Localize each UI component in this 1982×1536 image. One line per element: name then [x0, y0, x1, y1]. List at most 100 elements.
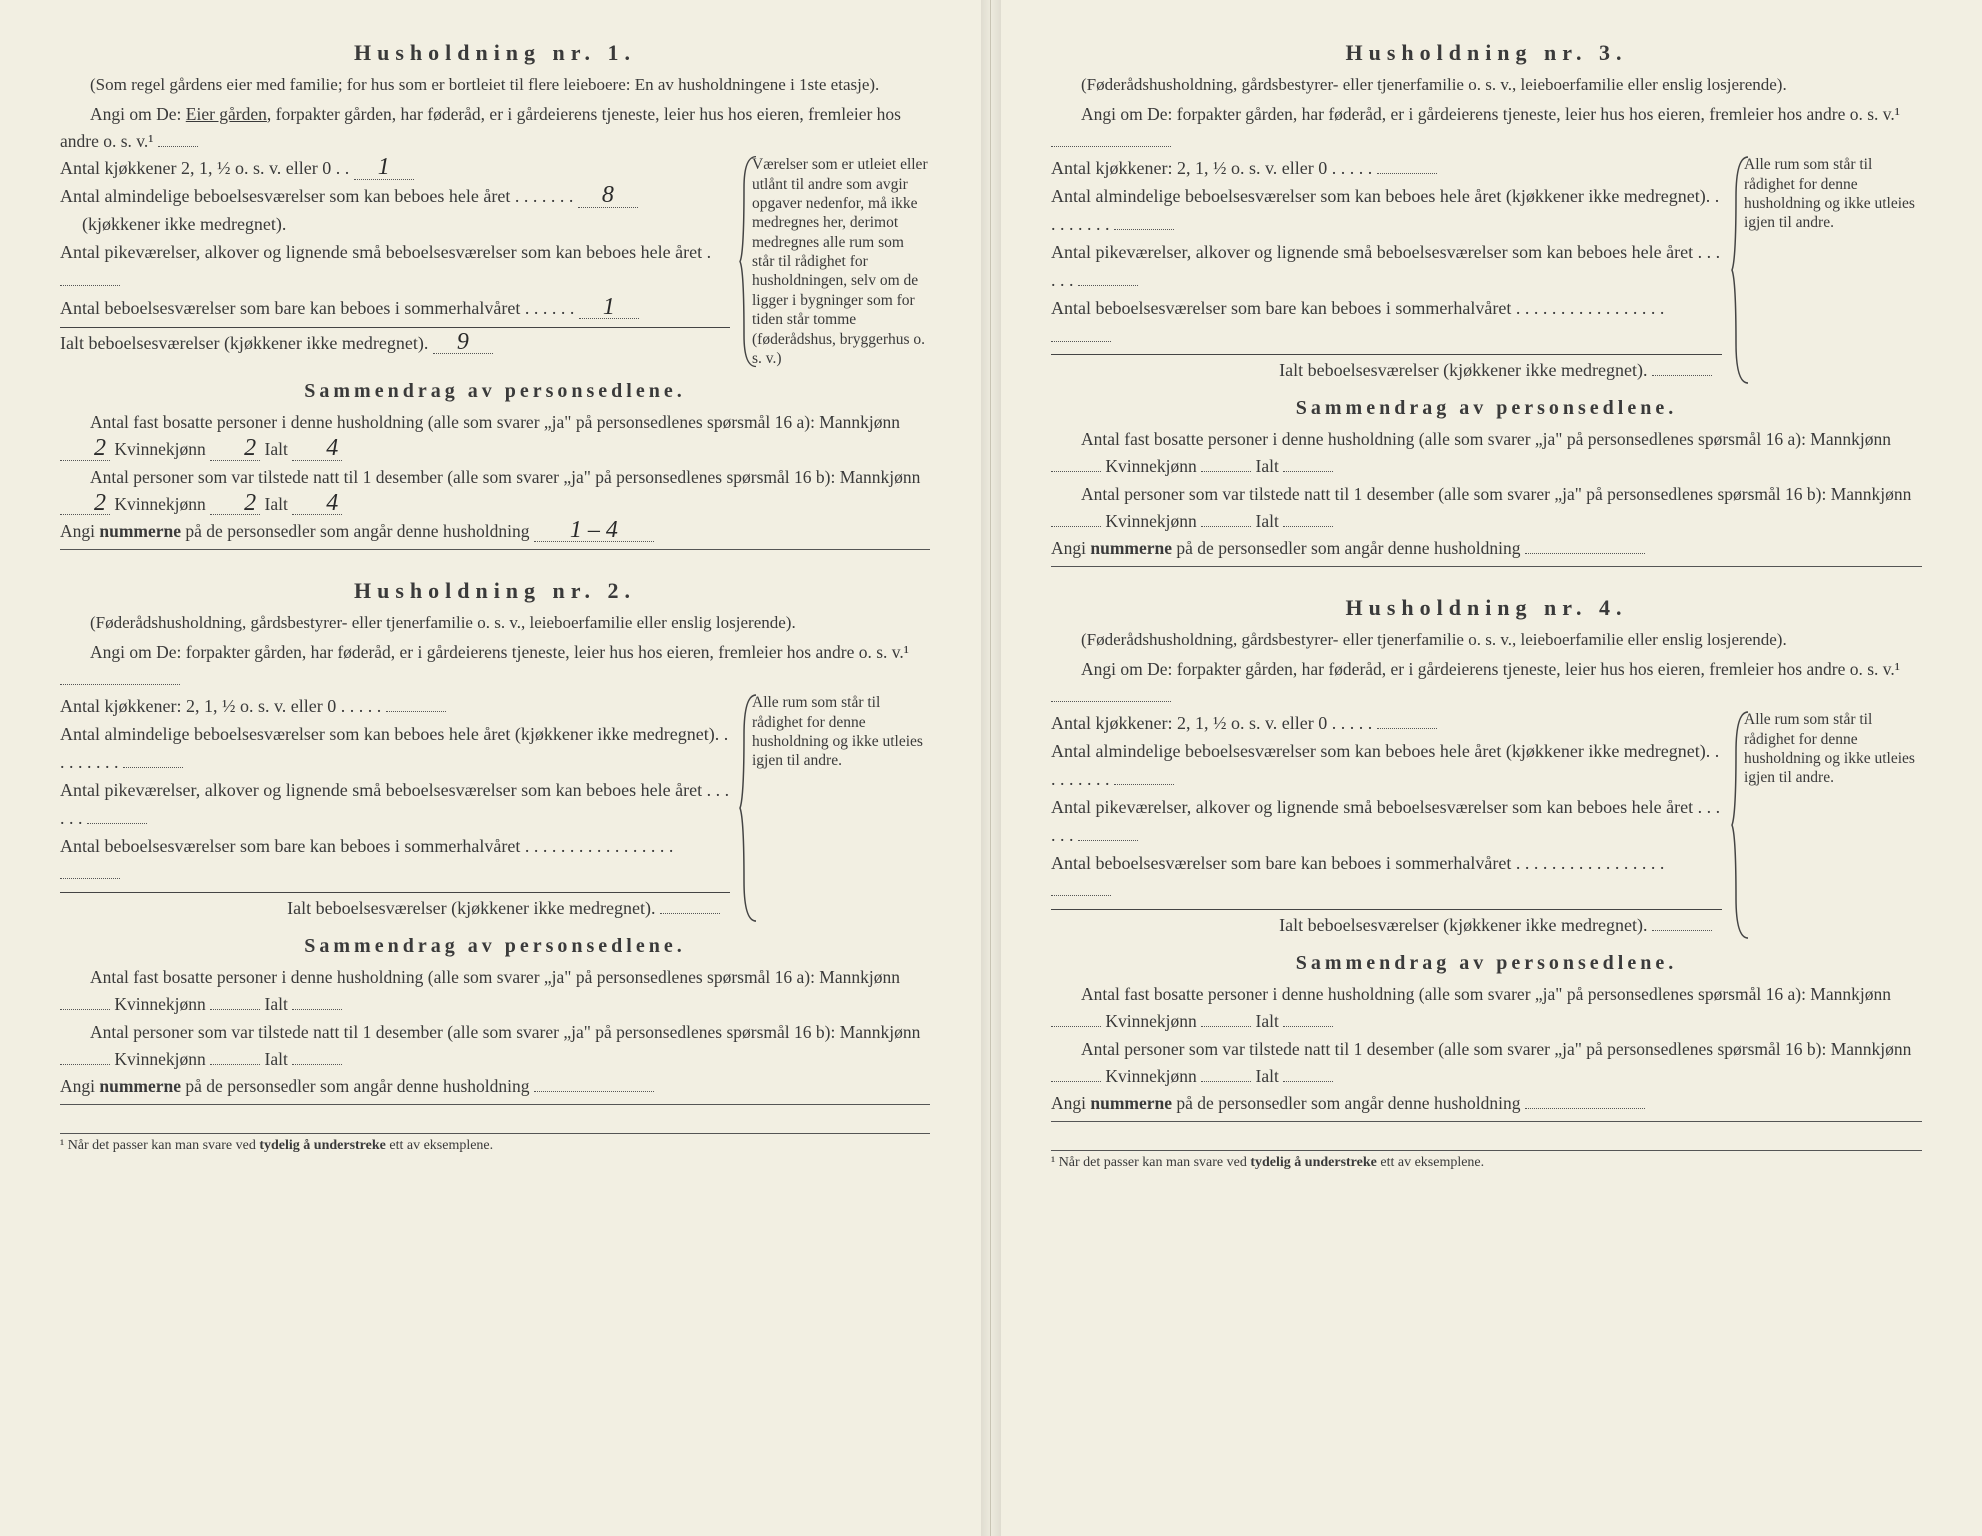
perm-m[interactable]	[1051, 471, 1101, 472]
maid-value[interactable]	[60, 285, 120, 286]
maid-value[interactable]	[1078, 285, 1138, 286]
pres-m[interactable]: 2	[60, 493, 110, 516]
total-value[interactable]	[1652, 375, 1712, 376]
numbers-value[interactable]	[1525, 553, 1645, 554]
summer-value[interactable]	[60, 878, 120, 879]
summer-label: Antal beboelsesværelser som bare kan beb…	[1051, 853, 1511, 873]
rooms-year-value[interactable]	[1114, 229, 1174, 230]
rooms-block: Antal kjøkkener: 2, 1, ½ o. s. v. eller …	[1051, 710, 1722, 940]
household-intro: (Føderådshusholdning, gårdsbestyrer- ell…	[60, 612, 930, 635]
angi-line: Angi om De: forpakter gården, har føderå…	[1051, 101, 1922, 155]
numbers-value[interactable]	[534, 1091, 654, 1092]
perm-t[interactable]	[1283, 471, 1333, 472]
household-1: Husholdning nr. 1. (Som regel gårdens ei…	[60, 40, 930, 550]
permanent-line: Antal fast bosatte personer i denne hush…	[1051, 981, 1922, 1035]
perm-label: Antal fast bosatte personer i denne hush…	[1081, 984, 1891, 1004]
angi-rest: forpakter gården, har føderåd, er i gård…	[1177, 659, 1900, 679]
maid-value[interactable]	[87, 823, 147, 824]
pres-t[interactable]	[292, 1064, 342, 1065]
household-3: Husholdning nr. 3. (Føderådshusholdning,…	[1051, 40, 1922, 567]
permanent-line: Antal fast bosatte personer i denne hush…	[1051, 426, 1922, 480]
num-label-pre: Angi	[1051, 1093, 1090, 1113]
pres-t[interactable]	[1283, 1081, 1333, 1082]
total-value[interactable]	[660, 913, 720, 914]
pres-t-label: Ialt	[1256, 1066, 1279, 1086]
kitchens-label: Antal kjøkkener: 2, 1, ½ o. s. v. eller …	[1051, 713, 1327, 733]
summer-value[interactable]	[1051, 895, 1111, 896]
perm-t[interactable]	[1283, 1026, 1333, 1027]
perm-t-label: Ialt	[1256, 456, 1279, 476]
pres-m[interactable]	[60, 1064, 110, 1065]
household-title: Husholdning nr. 3.	[1051, 40, 1922, 66]
num-label-pre: Angi	[1051, 538, 1090, 558]
angi-underlined: Eier gården	[186, 104, 267, 124]
household-intro: (Føderådshusholdning, gårdsbestyrer- ell…	[1051, 629, 1922, 652]
rooms-year-note: (kjøkkener ikke medregnet).	[60, 214, 286, 234]
perm-t[interactable]: 4	[292, 438, 342, 461]
maid-value[interactable]	[1078, 840, 1138, 841]
pres-t[interactable]	[1283, 526, 1333, 527]
perm-m[interactable]	[60, 1009, 110, 1010]
maid-label: Antal pikeværelser, alkover og lignende …	[1051, 797, 1693, 817]
sidenote: Alle rum som står til rådighet for denne…	[740, 693, 930, 923]
household-2: Husholdning nr. 2. (Føderådshusholdning,…	[60, 578, 930, 1105]
rooms-block: Antal kjøkkener: 2, 1, ½ o. s. v. eller …	[60, 693, 730, 923]
pres-m[interactable]	[1051, 526, 1101, 527]
rooms-year-value[interactable]	[1114, 784, 1174, 785]
perm-k[interactable]	[1201, 1026, 1251, 1027]
perm-k[interactable]: 2	[210, 438, 260, 461]
perm-t-label: Ialt	[265, 994, 288, 1014]
angi-blank[interactable]	[60, 684, 180, 685]
kitchens-value[interactable]	[1377, 173, 1437, 174]
angi-prefix: Angi om De:	[1081, 104, 1172, 124]
perm-t[interactable]	[292, 1009, 342, 1010]
page-left: Husholdning nr. 1. (Som regel gårdens ei…	[0, 0, 991, 1536]
pres-k[interactable]	[210, 1064, 260, 1065]
angi-blank[interactable]	[158, 146, 198, 147]
perm-k[interactable]	[1201, 471, 1251, 472]
present-line: Antal personer som var tilstede natt til…	[1051, 481, 1922, 535]
total-value[interactable]: 9	[433, 332, 493, 355]
footnote-bold: tydelig å understreke	[259, 1138, 386, 1153]
household-title: Husholdning nr. 2.	[60, 578, 930, 604]
numbers-value[interactable]	[1525, 1108, 1645, 1109]
present-line: Antal personer som var tilstede natt til…	[1051, 1036, 1922, 1090]
perm-m[interactable]: 2	[60, 438, 110, 461]
kitchens-label: Antal kjøkkener: 2, 1, ½ o. s. v. eller …	[60, 696, 336, 716]
pres-t[interactable]: 4	[292, 493, 342, 516]
summer-label: Antal beboelsesværelser som bare kan beb…	[60, 298, 520, 318]
household-title: Husholdning nr. 4.	[1051, 595, 1922, 621]
perm-k[interactable]	[210, 1009, 260, 1010]
rooms-block: Antal kjøkkener: 2, 1, ½ o. s. v. eller …	[1051, 155, 1722, 385]
kitchens-value[interactable]	[1377, 728, 1437, 729]
rooms-year-value[interactable]	[123, 767, 183, 768]
maid-label: Antal pikeværelser, alkover og lignende …	[1051, 242, 1693, 262]
footnote: ¹ Når det passer kan man svare ved tydel…	[1051, 1150, 1922, 1171]
pres-k-label: Kvinnekjønn	[1105, 1066, 1196, 1086]
perm-k-label: Kvinnekjønn	[114, 439, 205, 459]
summer-value[interactable]	[1051, 341, 1111, 342]
brace-icon	[738, 693, 758, 923]
pres-k[interactable]	[1201, 1081, 1251, 1082]
sidenote: Alle rum som står til rådighet for denne…	[1732, 155, 1922, 385]
rooms-year-label: Antal almindelige beboelsesværelser som …	[1051, 741, 1710, 761]
kitchens-value[interactable]	[386, 711, 446, 712]
numbers-value[interactable]: 1 – 4	[534, 520, 654, 543]
pres-k[interactable]	[1201, 526, 1251, 527]
perm-m[interactable]	[1051, 1026, 1101, 1027]
pres-m[interactable]	[1051, 1081, 1101, 1082]
divider	[60, 549, 930, 550]
num-label-bold: nummerne	[99, 1076, 181, 1096]
kitchens-label: Antal kjøkkener: 2, 1, ½ o. s. v. eller …	[1051, 158, 1327, 178]
pres-k[interactable]: 2	[210, 493, 260, 516]
angi-blank[interactable]	[1051, 146, 1171, 147]
kitchens-value[interactable]: 1	[354, 157, 414, 180]
rooms-year-value[interactable]: 8	[578, 185, 638, 208]
angi-prefix: Angi om De:	[90, 104, 181, 124]
household-intro: (Føderådshusholdning, gårdsbestyrer- ell…	[1051, 74, 1922, 97]
angi-blank[interactable]	[1051, 701, 1171, 702]
summer-value[interactable]: 1	[579, 297, 639, 320]
total-value[interactable]	[1652, 930, 1712, 931]
angi-rest: forpakter gården, har føderåd, er i gård…	[186, 642, 909, 662]
pres-t-label: Ialt	[1256, 511, 1279, 531]
